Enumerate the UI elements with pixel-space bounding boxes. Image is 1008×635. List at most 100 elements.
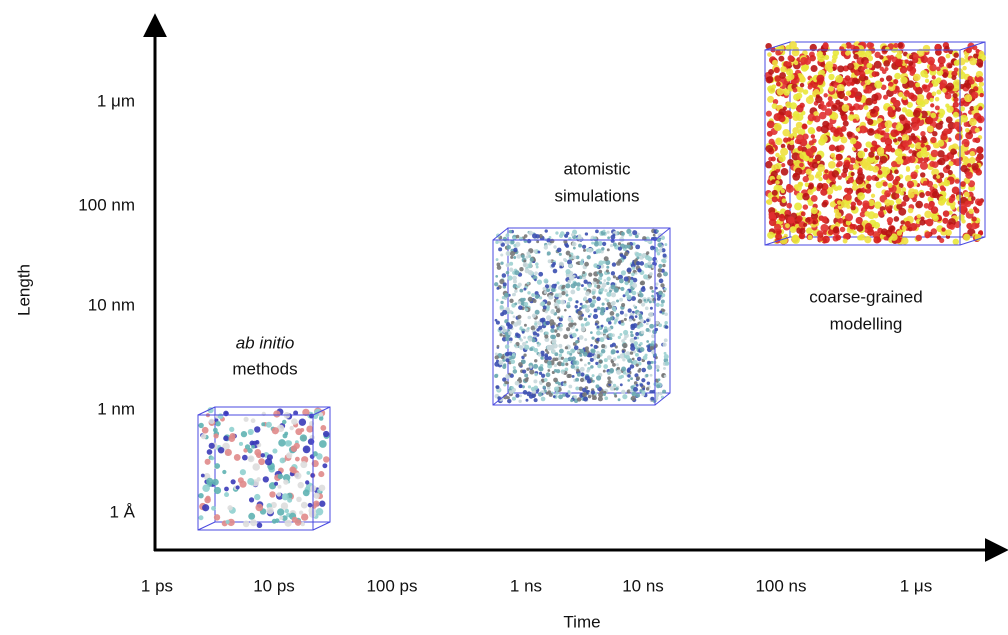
atom (622, 350, 625, 353)
atom (619, 298, 623, 302)
atom (776, 82, 781, 87)
atom (921, 56, 929, 64)
atom (662, 259, 666, 263)
atom (804, 58, 811, 65)
atom (661, 300, 665, 304)
atom (510, 359, 515, 364)
atom (768, 87, 775, 94)
atom (901, 237, 908, 244)
atom (828, 96, 833, 101)
atom (853, 54, 858, 59)
atom (531, 293, 535, 297)
atom (971, 196, 976, 201)
atom (266, 507, 273, 514)
atom (254, 449, 261, 456)
atom (598, 270, 602, 274)
atom (585, 291, 590, 296)
atom (637, 357, 641, 361)
atom (229, 427, 234, 432)
atom (319, 501, 325, 507)
atom (518, 283, 522, 287)
atom (261, 422, 265, 426)
atom (608, 321, 612, 325)
atom (546, 392, 549, 395)
atom (823, 93, 827, 97)
atom (775, 233, 782, 240)
atom (892, 99, 896, 103)
atom (922, 84, 927, 89)
atom (207, 449, 213, 455)
atom (533, 299, 537, 303)
atom (630, 346, 635, 351)
atom (502, 310, 507, 315)
atom (595, 240, 598, 243)
atom (512, 397, 516, 401)
atom (582, 271, 585, 274)
atom (513, 280, 517, 284)
atom (775, 50, 781, 56)
atom (509, 310, 513, 314)
atom (515, 381, 520, 386)
atom (557, 248, 562, 253)
atom (964, 142, 970, 148)
atom (565, 363, 568, 366)
atom (247, 478, 254, 485)
atom (553, 343, 558, 348)
y-tick-label: 1 μm (97, 91, 135, 110)
atom (648, 312, 653, 317)
atom (266, 422, 272, 428)
atom (649, 272, 653, 276)
atom (511, 386, 514, 389)
atom (786, 203, 792, 209)
atom (580, 372, 584, 376)
atom (935, 105, 940, 110)
atom (323, 431, 329, 437)
atom (960, 115, 968, 123)
atom (952, 93, 957, 98)
y-axis-label: Length (14, 264, 33, 316)
atom (920, 101, 926, 107)
atom (650, 397, 654, 401)
atom (623, 294, 626, 297)
atom (601, 344, 605, 348)
atom (806, 96, 814, 104)
atom (816, 75, 824, 83)
atom (658, 268, 662, 272)
atom (869, 129, 873, 133)
atom (300, 434, 307, 441)
atom (611, 271, 615, 275)
atom (857, 151, 865, 159)
atom (506, 245, 511, 250)
atom (894, 73, 901, 80)
atom (857, 192, 865, 200)
atom (793, 94, 800, 101)
atom (245, 444, 250, 449)
atom (953, 112, 959, 118)
region-label: methods (232, 359, 297, 378)
atom (528, 385, 531, 388)
atom (637, 233, 640, 236)
box-edge (198, 522, 215, 530)
atom (303, 489, 310, 496)
atom (528, 270, 533, 275)
atom (939, 196, 947, 204)
atom (651, 334, 655, 338)
atom (578, 244, 582, 248)
atom (590, 331, 593, 334)
atom (559, 234, 563, 238)
atom (536, 266, 539, 269)
atom (845, 161, 850, 166)
atom (636, 376, 640, 380)
atom (630, 334, 634, 338)
atom (561, 291, 565, 295)
atom (520, 298, 524, 302)
atom (870, 109, 875, 114)
atom (766, 111, 772, 117)
atom (946, 106, 953, 113)
atom (663, 254, 667, 258)
atom (963, 234, 970, 241)
atom (569, 264, 573, 268)
atom (865, 223, 872, 230)
atom (968, 209, 973, 214)
atom (639, 290, 642, 293)
